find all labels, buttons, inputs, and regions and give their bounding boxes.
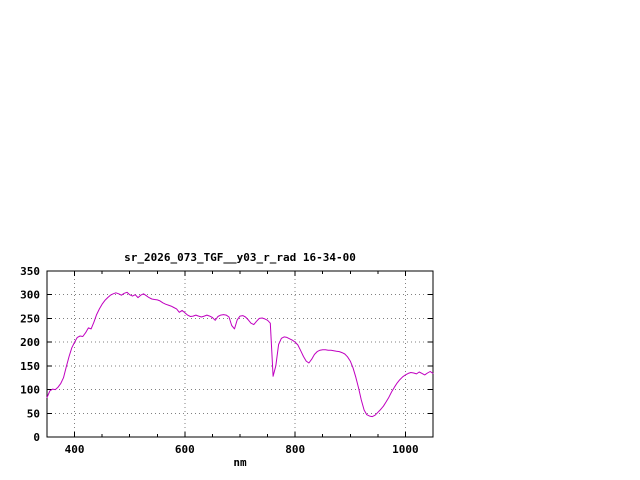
plot-border (46, 270, 434, 438)
y-tick-label: 350 (20, 265, 40, 278)
y-tick-label: 0 (33, 431, 40, 444)
y-tick-label: 100 (20, 384, 40, 397)
y-tick-label: 300 (20, 289, 40, 302)
y-tick-label: 200 (20, 336, 40, 349)
x-tick-label: 800 (285, 443, 305, 456)
chart-title: sr_2026_073_TGF__y03_r_rad 16-34-00 (124, 251, 356, 264)
x-tick-label: 1000 (392, 443, 419, 456)
data-line (46, 291, 434, 418)
y-tick-label: 250 (20, 312, 40, 325)
x-tick-label: 600 (175, 443, 195, 456)
y-tick-label: 150 (20, 360, 40, 373)
x-tick-label: 400 (65, 443, 85, 456)
x-axis-label: nm (233, 456, 247, 469)
y-tick-label: 50 (27, 407, 40, 420)
